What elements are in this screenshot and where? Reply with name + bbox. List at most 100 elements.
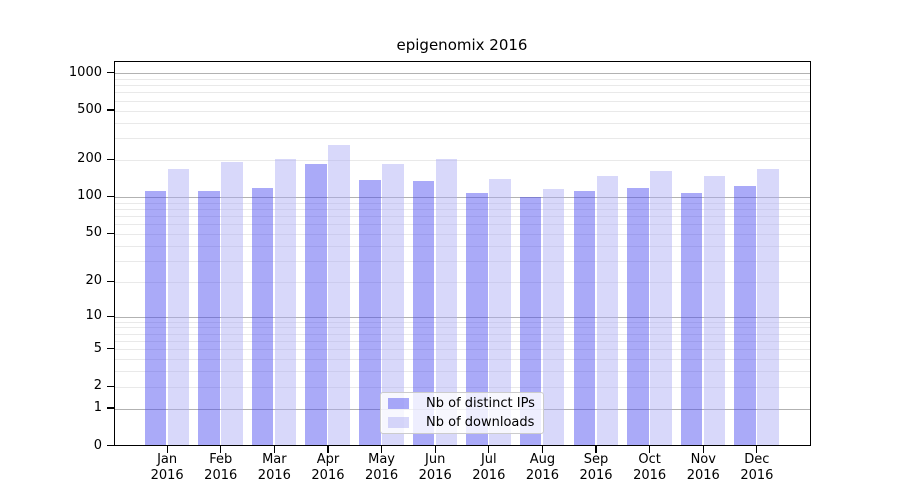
y-tick-label-5: 5	[93, 340, 102, 356]
gridline-7	[114, 333, 810, 335]
y-tick-5	[106, 348, 114, 350]
x-tick-label-dec: Dec 2016	[740, 452, 774, 483]
gridline-30	[114, 260, 810, 262]
gridline-700	[114, 92, 810, 94]
bar-downloads-mar	[274, 159, 297, 445]
bar-ips-may	[359, 179, 381, 445]
y-tick-20	[106, 280, 114, 282]
gridline-300	[114, 138, 810, 140]
gridline-4	[114, 359, 810, 361]
y-tick-2	[106, 385, 114, 387]
gridline-9	[114, 321, 810, 323]
gridline-60	[114, 224, 810, 226]
gridline-40	[114, 245, 810, 247]
x-tick-feb	[220, 445, 222, 453]
gridline-600	[114, 100, 810, 102]
x-tick-label-feb: Feb 2016	[204, 452, 238, 483]
y-tick-label-1: 1	[93, 400, 102, 416]
x-tick-label-apr: Apr 2016	[311, 452, 345, 483]
y-tick-500	[106, 109, 114, 111]
x-tick-label-oct: Oct 2016	[633, 452, 667, 483]
gridline-2	[114, 386, 810, 388]
bar-ips-sep	[573, 190, 596, 445]
x-tick-may	[380, 445, 383, 453]
x-tick-label-jun: Jun 2016	[418, 452, 452, 483]
bar-downloads-jun	[435, 159, 458, 445]
y-tick-label-2: 2	[93, 378, 102, 394]
bar-downloads-jan	[167, 169, 190, 445]
bar-downloads-aug	[542, 188, 565, 445]
bar-ips-jul	[466, 193, 488, 445]
bar-ips-feb	[198, 190, 220, 445]
gridline-50	[114, 233, 810, 235]
x-tick-nov	[702, 445, 704, 453]
bar-ips-jan	[144, 190, 167, 445]
bar-downloads-dec	[757, 169, 779, 445]
y-tick-label-50: 50	[85, 225, 102, 241]
gridline-6	[114, 340, 810, 342]
bar-ips-nov	[680, 193, 703, 445]
x-tick-jan	[166, 445, 168, 453]
bar-ips-dec	[734, 186, 756, 445]
gridline-70	[114, 215, 810, 217]
bar-downloads-sep	[596, 176, 619, 445]
x-tick-mar	[273, 445, 275, 453]
y-tick-label-20: 20	[85, 273, 102, 289]
legend-label-downloads: Nb of downloads	[426, 414, 535, 430]
legend-swatch-distinct-ips	[388, 398, 409, 409]
y-tick-label-1000: 1000	[68, 64, 102, 80]
x-tick-label-nov: Nov 2016	[686, 452, 720, 483]
x-tick-jun	[434, 445, 436, 453]
bar-downloads-jul	[489, 179, 511, 445]
x-tick-label-jan: Jan 2016	[150, 452, 184, 483]
gridline-90	[114, 202, 810, 204]
gridline-400	[114, 122, 810, 124]
gridline-900	[114, 78, 810, 80]
gridline-5	[114, 349, 810, 351]
y-tick-200	[106, 158, 114, 160]
x-tick-label-mar: Mar 2016	[257, 452, 291, 483]
y-tick-10	[106, 315, 114, 317]
gridline-500	[114, 110, 810, 112]
x-tick-label-jul: Jul 2016	[472, 452, 506, 483]
bar-ips-oct	[627, 188, 649, 445]
y-tick-label-500: 500	[77, 102, 102, 118]
x-tick-label-aug: Aug 2016	[525, 452, 559, 483]
gridline-800	[114, 85, 810, 87]
bar-downloads-nov	[703, 176, 726, 445]
gridline-200	[114, 159, 810, 161]
x-tick-apr	[327, 445, 329, 453]
bar-downloads-may	[382, 164, 404, 445]
y-tick-label-10: 10	[85, 308, 102, 324]
bar-ips-jun	[412, 181, 435, 445]
gridline-3	[114, 371, 810, 373]
legend: Nb of distinct IPs Nb of downloads	[380, 392, 544, 434]
y-tick-label-200: 200	[77, 151, 102, 167]
x-tick-label-sep: Sep 2016	[579, 452, 613, 483]
y-tick-50	[106, 232, 114, 234]
bar-ips-aug	[519, 197, 542, 445]
gridline-10	[114, 316, 810, 318]
x-tick-sep	[595, 445, 597, 453]
x-tick-dec	[756, 445, 758, 453]
x-tick-jul	[488, 445, 490, 453]
y-tick-100	[106, 195, 114, 198]
y-tick-1000	[106, 72, 114, 74]
bar-ips-mar	[251, 188, 274, 445]
gridline-1000	[114, 73, 810, 75]
gridline-8	[114, 327, 810, 329]
bar-downloads-feb	[221, 161, 243, 445]
y-tick-label-100: 100	[77, 188, 102, 204]
x-tick-aug	[541, 445, 543, 453]
x-tick-label-may: May 2016	[365, 452, 399, 483]
bar-downloads-apr	[328, 145, 350, 445]
legend-swatch-downloads	[388, 417, 409, 428]
x-tick-oct	[649, 445, 651, 453]
legend-item-distinct-ips: Nb of distinct IPs	[387, 396, 537, 412]
gridline-80	[114, 208, 810, 210]
gridline-100	[114, 196, 810, 198]
plot-area	[113, 61, 811, 446]
chart-title: epigenomix 2016	[396, 36, 528, 54]
y-tick-0	[106, 444, 114, 447]
